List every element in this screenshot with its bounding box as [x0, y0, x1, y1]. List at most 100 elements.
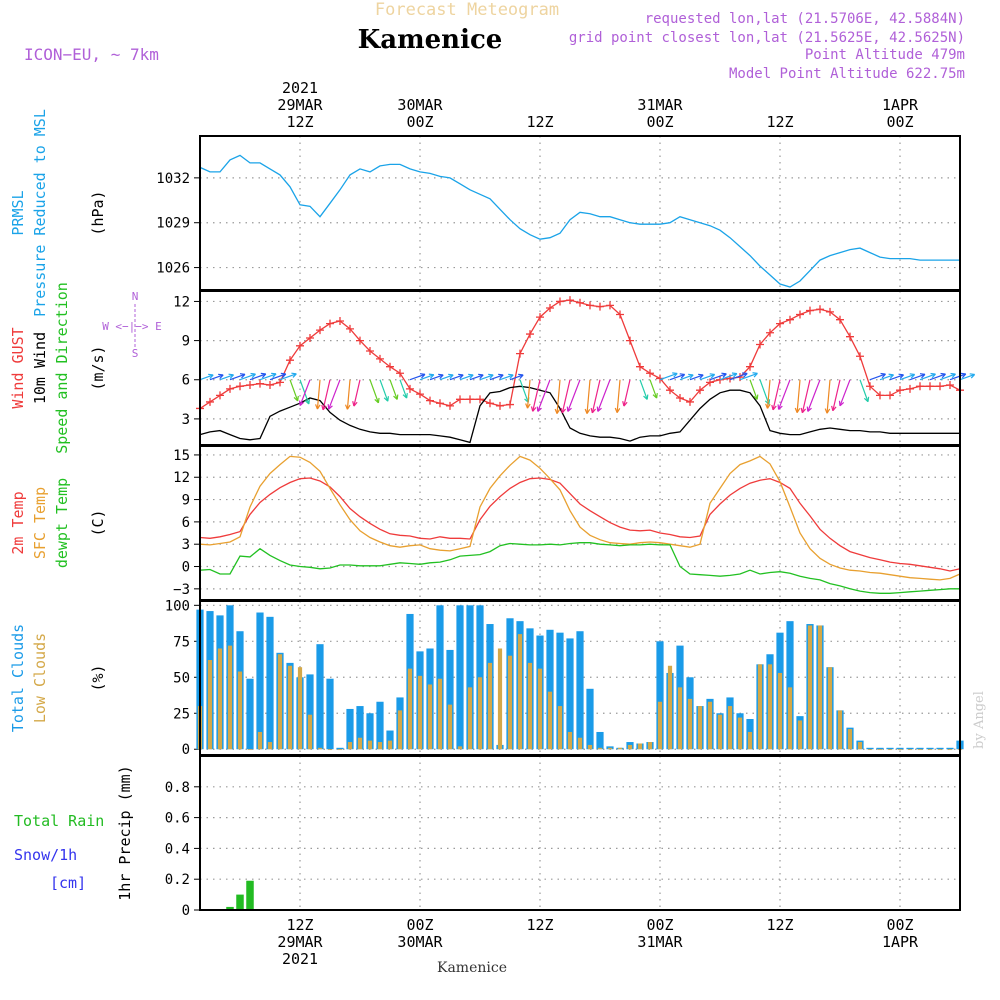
wind-arrow-head	[560, 407, 567, 414]
wind-arrow-head	[888, 373, 894, 379]
bar-low-clouds	[327, 749, 333, 751]
bar-low-clouds	[477, 677, 483, 750]
series-line-dewpt-temp	[199, 542, 960, 594]
panel-frame	[199, 290, 961, 446]
wind-arrow	[419, 374, 435, 381]
wind-arrow-head	[228, 373, 234, 379]
wind-arrow-head	[518, 373, 524, 380]
bar-low-clouds	[527, 662, 533, 750]
bar-low-clouds	[827, 667, 833, 750]
wind-arrow-head	[721, 372, 727, 378]
y-tick-label: 9	[182, 334, 190, 350]
wind-arrow-head	[508, 373, 514, 380]
wind-arrow-head	[293, 395, 299, 402]
wind-arrow-head	[800, 407, 807, 414]
bar-low-clouds	[857, 742, 863, 750]
bar-total-clouds	[336, 747, 344, 750]
wind-arrow	[328, 379, 341, 410]
wind-arrow-head	[315, 404, 321, 410]
unit-label: (hPa)	[89, 190, 107, 235]
bar-low-clouds	[437, 678, 443, 750]
wind-arrow-head	[688, 373, 694, 380]
gust-point	[426, 396, 434, 405]
wind-arrow-head	[742, 372, 748, 378]
gust-point	[916, 382, 924, 391]
gust-point	[216, 391, 224, 400]
wind-arrow	[209, 374, 224, 381]
wind-arrow-head	[919, 373, 926, 379]
wind-arrow-head	[824, 408, 831, 414]
gust-point	[946, 380, 954, 389]
gust-point	[616, 310, 624, 319]
bar-total-clouds	[386, 730, 394, 750]
wind-arrow	[519, 379, 529, 403]
time-label: 31MAR	[637, 933, 683, 951]
gust-point	[716, 375, 724, 384]
wind-arrow	[449, 374, 464, 381]
bar-total-clouds	[376, 701, 384, 750]
bar-total-clouds	[266, 616, 274, 750]
wind-arrow-head	[950, 372, 956, 379]
wind-arrow	[469, 374, 484, 381]
requested-coords: requested lon,lat (21.5706E, 42.5884N)	[645, 11, 965, 27]
panel-clouds: 0 25 50 75 100 (%) Total Clouds Low Clouds	[9, 598, 964, 758]
bar-low-clouds	[867, 749, 873, 751]
wind-arrow-head	[327, 404, 333, 410]
bar-total-rain	[246, 880, 254, 910]
wind-arrow-head	[428, 373, 435, 379]
wind-arrow	[199, 374, 214, 381]
wind-arrow-head	[753, 394, 759, 400]
gust-point	[366, 347, 374, 356]
wind-arrow-head	[488, 373, 494, 380]
bar-total-clouds	[936, 747, 944, 750]
wind-arrow	[807, 379, 821, 412]
y-tick-label: 1029	[156, 216, 190, 232]
wind-arrow-head	[321, 404, 327, 411]
bar-total-clouds	[546, 629, 554, 750]
unit-label: (m/s)	[89, 345, 107, 390]
series-label: Pressure Reduced to MSL	[31, 109, 49, 317]
y-tick-label: 75	[173, 634, 190, 650]
bar-total-clouds	[356, 706, 364, 750]
wind-arrow-head	[438, 373, 444, 380]
wind-arrow-head	[304, 398, 311, 405]
bar-low-clouds	[587, 744, 593, 750]
wind-arrow-head	[584, 408, 591, 414]
gust-point	[246, 380, 254, 389]
wind-arrow-head	[478, 373, 484, 380]
series-label: 2m Temp	[9, 491, 27, 554]
gust-point	[206, 397, 214, 406]
wind-arrow	[796, 379, 801, 413]
bar-low-clouds	[207, 660, 213, 750]
wind-arrow	[597, 379, 611, 412]
series-label: [cm]	[50, 874, 86, 892]
wind-arrow	[316, 379, 321, 410]
location-title: Kamenice	[358, 25, 503, 55]
y-tick-label: 6	[182, 373, 190, 389]
bar-total-rain	[236, 894, 244, 910]
gust-point	[536, 313, 544, 322]
wind-arrow-head	[794, 407, 801, 413]
series-label: Speed and Direction	[53, 282, 71, 454]
bar-low-clouds	[287, 665, 293, 750]
gust-point	[556, 297, 564, 306]
bar-low-clouds	[577, 737, 583, 750]
footer-location: Kamenice	[437, 960, 507, 976]
gust-point	[526, 330, 534, 339]
wind-arrow-head	[344, 404, 351, 410]
wind-arrow-head	[374, 397, 380, 404]
wind-arrow-head	[698, 373, 704, 380]
wind-arrow-head	[352, 401, 358, 407]
bar-total-clouds	[576, 631, 584, 750]
wind-arrow	[623, 379, 631, 407]
wind-arrow	[509, 374, 524, 381]
wind-arrow	[346, 379, 351, 410]
gust-point	[336, 317, 344, 326]
gust-point	[356, 336, 364, 345]
gust-point	[286, 356, 294, 365]
time-label: 00Z	[886, 916, 913, 934]
bar-low-clouds	[307, 714, 313, 750]
bar-total-clouds	[586, 688, 594, 750]
y-tick-label: 9	[182, 493, 190, 509]
